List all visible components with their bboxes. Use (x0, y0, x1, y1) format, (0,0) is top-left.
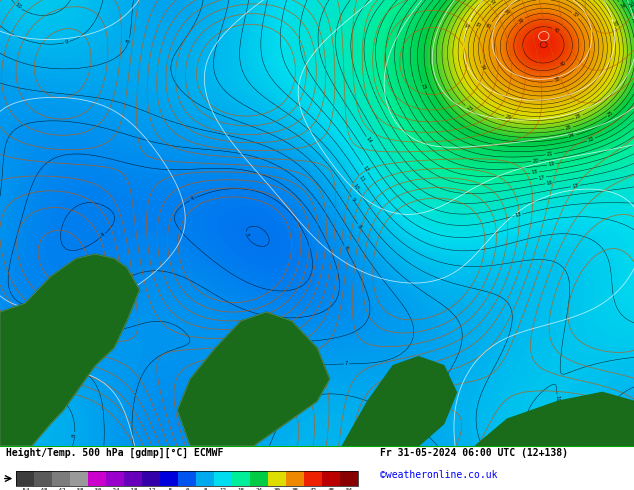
Text: 9: 9 (350, 196, 356, 202)
Text: 25: 25 (606, 110, 614, 118)
Text: -54: -54 (20, 488, 30, 490)
Text: ©weatheronline.co.uk: ©weatheronline.co.uk (380, 470, 498, 480)
Text: 41: 41 (552, 26, 560, 34)
Text: 9: 9 (601, 425, 607, 429)
Bar (304, 470, 322, 487)
Bar (142, 470, 160, 487)
Text: 22: 22 (587, 136, 595, 143)
Bar (340, 470, 358, 487)
Text: -8: -8 (165, 488, 172, 490)
Text: 30: 30 (274, 488, 281, 490)
Text: 26: 26 (618, 1, 625, 10)
Bar (88, 470, 106, 487)
Text: 36: 36 (504, 7, 512, 16)
Text: 25: 25 (630, 16, 634, 24)
Text: 18: 18 (531, 170, 538, 175)
Bar (178, 470, 196, 487)
Text: 54: 54 (346, 488, 353, 490)
Text: 29: 29 (505, 114, 512, 121)
Text: 39: 39 (517, 17, 526, 24)
Text: 48: 48 (328, 488, 335, 490)
Text: 34: 34 (479, 64, 486, 72)
Text: 16: 16 (546, 180, 553, 186)
Polygon shape (0, 254, 139, 446)
Polygon shape (476, 392, 634, 446)
Bar (322, 470, 340, 487)
Text: -30: -30 (92, 488, 102, 490)
Text: 4: 4 (100, 232, 107, 238)
Text: -38: -38 (74, 488, 84, 490)
Text: 7: 7 (32, 362, 36, 367)
Text: Fr 31-05-2024 06:00 UTC (12+138): Fr 31-05-2024 06:00 UTC (12+138) (380, 448, 569, 458)
Bar (196, 470, 214, 487)
Text: 20: 20 (532, 158, 539, 164)
Text: 11: 11 (358, 174, 365, 183)
Text: 37: 37 (571, 11, 579, 20)
Text: 31: 31 (465, 22, 473, 29)
Text: 24: 24 (626, 1, 633, 9)
Text: -12: -12 (146, 488, 156, 490)
Bar (286, 470, 304, 487)
Text: 14: 14 (365, 136, 373, 145)
Text: 21: 21 (546, 151, 553, 157)
Text: 24: 24 (568, 133, 576, 139)
Text: 38: 38 (554, 76, 562, 83)
Text: 5: 5 (118, 278, 123, 284)
Text: 3: 3 (243, 232, 249, 237)
Text: 7: 7 (345, 362, 348, 367)
Bar (250, 470, 268, 487)
Bar (52, 470, 70, 487)
Polygon shape (178, 312, 330, 446)
Text: 8: 8 (356, 223, 362, 229)
Text: 0: 0 (185, 488, 189, 490)
Text: 32: 32 (490, 0, 498, 5)
Text: 9: 9 (65, 39, 69, 45)
Text: 17: 17 (538, 174, 546, 181)
Text: 18: 18 (238, 488, 245, 490)
Polygon shape (342, 357, 456, 446)
Text: 28: 28 (574, 113, 583, 120)
Text: -24: -24 (110, 488, 120, 490)
Text: 10: 10 (352, 182, 359, 191)
Text: 38: 38 (292, 488, 299, 490)
Text: 8: 8 (126, 38, 132, 43)
Text: 8: 8 (204, 488, 207, 490)
Text: 10: 10 (555, 395, 560, 402)
Text: 19: 19 (548, 161, 555, 168)
Text: 30: 30 (610, 19, 618, 27)
Text: 27: 27 (465, 104, 473, 113)
Text: -42: -42 (56, 488, 66, 490)
Text: 12: 12 (219, 488, 226, 490)
Text: 6: 6 (342, 245, 349, 250)
Text: 40: 40 (559, 60, 567, 68)
Text: 24: 24 (256, 488, 262, 490)
Bar (124, 470, 142, 487)
Text: 8: 8 (388, 438, 394, 443)
Text: 6: 6 (106, 329, 110, 335)
Text: 4: 4 (190, 196, 195, 202)
Bar (34, 470, 52, 487)
Text: 42: 42 (309, 488, 316, 490)
Text: 33: 33 (476, 20, 484, 28)
Bar (70, 470, 88, 487)
Bar (160, 470, 178, 487)
Bar (16, 470, 358, 487)
Bar (268, 470, 286, 487)
Text: 15: 15 (571, 183, 579, 189)
Text: 8: 8 (72, 433, 77, 437)
Text: 26: 26 (565, 125, 573, 131)
Text: 10: 10 (14, 2, 22, 10)
Text: Height/Temp. 500 hPa [gdmp][°C] ECMWF: Height/Temp. 500 hPa [gdmp][°C] ECMWF (6, 448, 224, 458)
Bar (232, 470, 250, 487)
Bar (106, 470, 124, 487)
Text: 12: 12 (361, 165, 370, 173)
Text: 23: 23 (420, 83, 427, 91)
Bar (214, 470, 232, 487)
Text: -18: -18 (127, 488, 138, 490)
Text: 35: 35 (486, 22, 494, 30)
Bar (16, 470, 34, 487)
Text: -48: -48 (37, 488, 48, 490)
Text: 13: 13 (514, 212, 522, 219)
